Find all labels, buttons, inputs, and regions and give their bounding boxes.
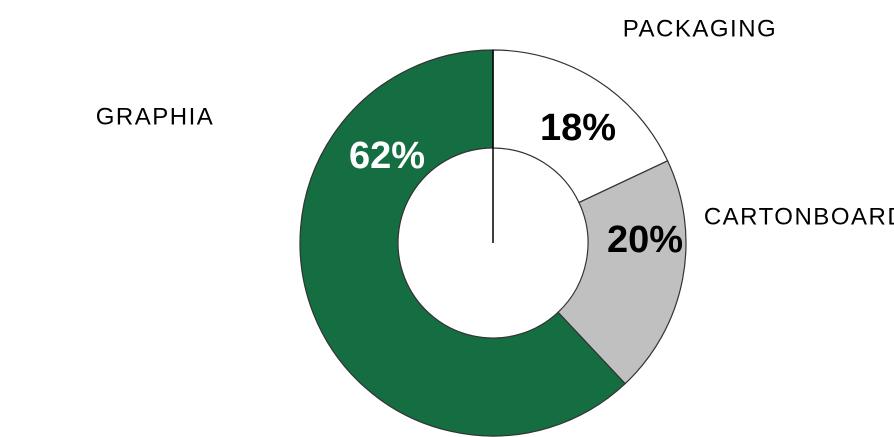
donut-segment [299, 49, 626, 437]
value-label: 62% [349, 135, 425, 177]
donut-segment [492, 49, 669, 204]
donut-segment [557, 160, 687, 385]
category-label: GRAPHIA [96, 103, 215, 130]
value-label: 20% [607, 219, 683, 261]
category-label: PACKAGING [623, 15, 777, 42]
category-label: CARTONBOARD [704, 203, 894, 230]
value-label: 18% [540, 107, 616, 149]
